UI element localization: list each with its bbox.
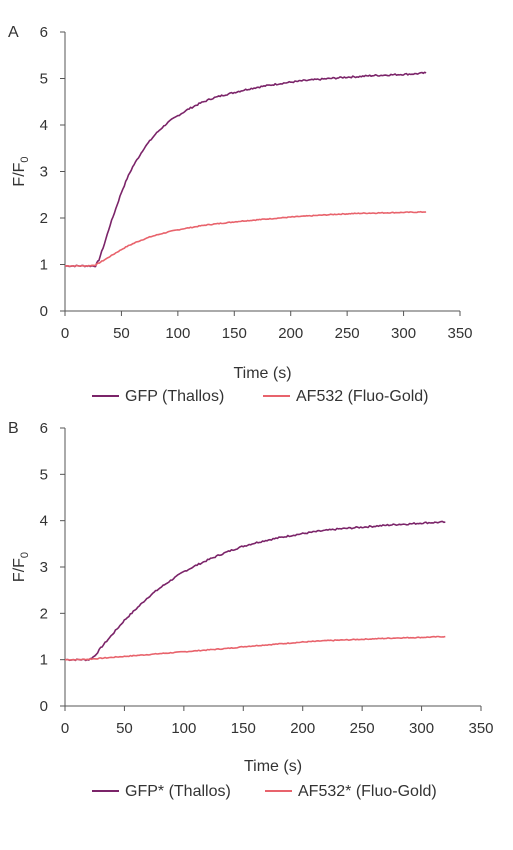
x-tick-label: 250 [335, 325, 360, 342]
series-line-gfp [65, 520, 446, 662]
y-tick-label: 2 [40, 605, 48, 622]
series-line-af532 [65, 635, 446, 661]
x-tick-label: 200 [278, 325, 303, 342]
x-tick-label: 350 [447, 325, 472, 342]
panel-label: A [8, 24, 19, 41]
x-tick-label: 150 [222, 325, 247, 342]
x-tick-label: 250 [350, 720, 375, 737]
y-tick-label: 2 [40, 210, 48, 227]
x-axis-title: Time (s) [244, 758, 302, 775]
chart-panel-b: B 0 1 2 3 4 5 6 0 50 100 150 200 250 300 350 Time (s) F/F… [8, 420, 494, 800]
y-axis-title-subscript: 0 [19, 156, 31, 162]
y-tick-label: 1 [40, 652, 48, 669]
y-tick-label: 5 [40, 466, 48, 483]
x-tick-label: 300 [391, 325, 416, 342]
y-tick-label: 0 [40, 303, 48, 320]
x-axis-title: Time (s) [233, 365, 291, 382]
series-line-af532 [65, 210, 427, 267]
y-tick-label: 3 [40, 559, 48, 576]
y-axis-title-subscript: 0 [19, 552, 31, 558]
legend-label: AF532* (Fluo-Gold) [298, 783, 437, 800]
y-tick-label: 6 [40, 24, 48, 41]
y-tick-label: 0 [40, 698, 48, 715]
legend-label: AF532 (Fluo-Gold) [296, 388, 429, 405]
legend-label: GFP* (Thallos) [125, 783, 231, 800]
y-tick-label: 4 [40, 117, 48, 134]
y-tick-label: 6 [40, 420, 48, 437]
y-axis-title-main: F/F [11, 558, 28, 582]
x-tick-label: 200 [290, 720, 315, 737]
x-tick-label: 50 [116, 720, 133, 737]
y-tick-label: 1 [40, 257, 48, 274]
x-tick-label: 150 [231, 720, 256, 737]
y-axis-title: F/F0 [11, 552, 31, 582]
x-tick-label: 50 [113, 325, 130, 342]
chart-panel-a: A 0 1 2 3 4 5 6 0 50 100 150 200 250 300 350 Time (s) F/F… [8, 24, 473, 405]
x-tick-label: 100 [171, 720, 196, 737]
y-tick-label: 5 [40, 71, 48, 88]
x-tick-label: 0 [61, 325, 69, 342]
y-axis-title-main: F/F [11, 162, 28, 186]
y-tick-label: 4 [40, 513, 48, 530]
y-tick-label: 3 [40, 164, 48, 181]
y-axis-title: F/F0 [11, 156, 31, 186]
x-tick-label: 100 [165, 325, 190, 342]
x-tick-label: 350 [468, 720, 493, 737]
legend-label: GFP (Thallos) [125, 388, 224, 405]
panel-label: B [8, 420, 19, 437]
x-tick-label: 300 [409, 720, 434, 737]
series-line-gfp [65, 71, 427, 268]
x-tick-label: 0 [61, 720, 69, 737]
